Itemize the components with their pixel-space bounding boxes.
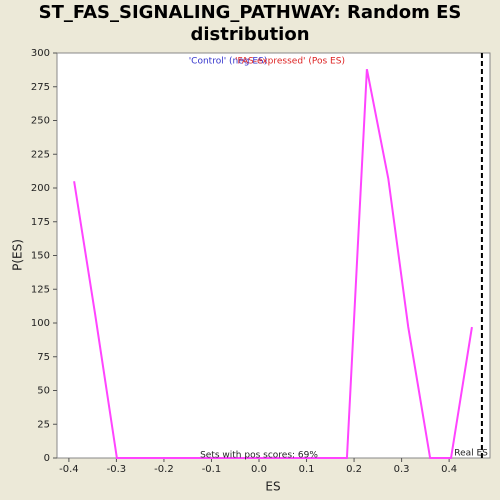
y-axis-label: P(ES)	[11, 239, 25, 271]
y-tick-label: 175	[31, 217, 50, 228]
y-tick-label: 0	[44, 453, 50, 464]
x-tick-label: 0.4	[441, 464, 457, 475]
y-tick-label: 25	[37, 419, 50, 430]
y-tick-label: 300	[31, 48, 50, 59]
y-tick-label: 250	[31, 116, 50, 127]
plot-area	[56, 52, 491, 459]
y-tick-label: 275	[31, 82, 50, 93]
legend-entry: 'FAS-expressed' (Pos ES)	[235, 57, 345, 67]
chart-title: ST_FAS_SIGNALING_PATHWAY: Random ES dist…	[38, 2, 462, 45]
footnote: Sets with pos scores: 69%	[200, 451, 318, 461]
y-tick-label: 100	[31, 318, 50, 329]
x-tick-label: 0.3	[394, 464, 410, 475]
y-tick-label: 75	[37, 352, 50, 363]
y-tick-label: 125	[31, 284, 50, 295]
x-axis-label: ES	[265, 480, 280, 494]
x-tick-label: -0.2	[154, 464, 174, 475]
legend-entry: 'Control' (neg ES)	[189, 57, 268, 67]
x-tick-label: -0.3	[107, 464, 127, 475]
x-tick-label: 0.2	[346, 464, 362, 475]
y-tick-label: 150	[31, 251, 50, 262]
x-tick-label: 0.1	[299, 464, 315, 475]
y-tick-label: 200	[31, 183, 50, 194]
y-tick-label: 50	[37, 386, 50, 397]
x-tick-label: -0.1	[202, 464, 222, 475]
real-es-label: Real ES	[454, 449, 488, 459]
x-tick-label: 0.0	[251, 464, 267, 475]
series-line	[73, 69, 473, 459]
y-tick-label: 225	[31, 149, 50, 160]
x-tick-label: -0.4	[59, 464, 79, 475]
